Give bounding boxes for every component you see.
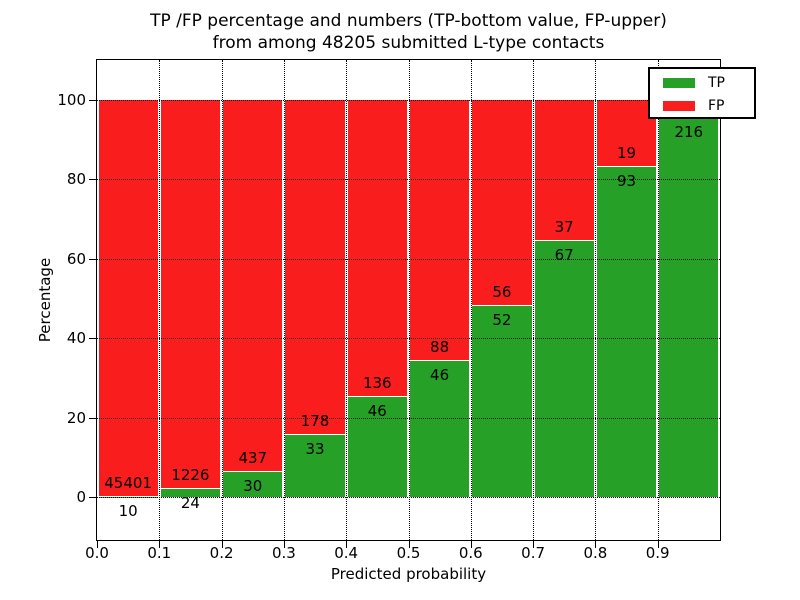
fp-count-label: 1226 — [171, 466, 210, 485]
tp-bar-segment — [347, 396, 407, 497]
fp-bar-segment — [596, 100, 657, 167]
tp-count-label: 46 — [367, 401, 387, 420]
x-tick-label: 0.1 — [147, 544, 172, 562]
tp-bar-segment — [534, 241, 594, 497]
x-tick-label: 0.7 — [521, 544, 546, 562]
tp-count-label: 52 — [492, 310, 512, 329]
fp-bar-segment — [534, 100, 594, 241]
x-tick-label: 0.6 — [458, 544, 483, 562]
legend-entry: TP — [650, 72, 754, 94]
x-axis-label: Predicted probability — [330, 565, 487, 583]
tp-count-label: 10 — [118, 501, 138, 520]
legend: TP FP — [648, 67, 756, 119]
tp-count-label: 30 — [243, 476, 263, 495]
fp-bar-segment — [285, 100, 345, 434]
tp-bar-segment — [285, 434, 345, 497]
x-tick-label: 0.8 — [583, 544, 608, 562]
grid-line-vertical — [283, 60, 285, 540]
y-tick-label: 100 — [57, 91, 86, 109]
grid-line-horizontal — [97, 258, 720, 260]
fp-count-label: 136 — [362, 373, 392, 392]
y-tick-mark — [89, 417, 96, 419]
tp-count-label: 33 — [305, 439, 325, 458]
grid-line-vertical — [221, 60, 223, 540]
fp-count-label: 45401 — [104, 473, 152, 492]
fp-bar-segment — [410, 100, 470, 360]
grid-line-vertical — [159, 60, 161, 540]
fp-bar-segment — [223, 100, 283, 471]
x-tick-label: 0.2 — [209, 544, 234, 562]
tp-bar-segment — [160, 489, 221, 497]
grid-line-vertical — [470, 60, 472, 540]
tp-count-label: 24 — [180, 494, 200, 513]
x-tick-mark — [408, 541, 410, 548]
chart-title-line1: TP /FP percentage and numbers (TP-bottom… — [150, 11, 667, 31]
legend-entry: FP — [650, 95, 754, 117]
tp-bar-segment — [410, 360, 470, 497]
y-tick-label: 80 — [66, 170, 86, 189]
tp-count-label: 93 — [616, 172, 637, 191]
grid-line-vertical — [595, 60, 597, 540]
grid-line-vertical — [408, 60, 410, 540]
tp-count-label: 67 — [554, 246, 574, 265]
x-tick-label: 0.9 — [645, 544, 670, 562]
grid-line-vertical — [533, 60, 535, 540]
fp-count-label: 437 — [238, 448, 268, 467]
grid-line-horizontal — [97, 100, 720, 101]
fp-count-label: 19 — [616, 144, 637, 163]
grid-line-vertical — [657, 60, 659, 540]
x-tick-mark — [159, 541, 161, 548]
legend-label: FP — [708, 98, 725, 114]
chart-title: TP /FP percentage and numbers (TP-bottom… — [97, 10, 720, 54]
x-tick-label: 0.0 — [85, 544, 109, 562]
fp-count-label: 88 — [430, 337, 450, 356]
grid-line-horizontal — [97, 179, 720, 181]
y-tick-mark — [89, 179, 96, 181]
y-tick-mark — [89, 100, 96, 101]
y-tick-label: 0 — [76, 488, 86, 506]
legend-swatch-tp — [663, 78, 695, 88]
x-tick-mark — [346, 541, 348, 548]
x-tick-mark — [595, 541, 597, 548]
tp-bar-segment — [472, 305, 532, 497]
x-tick-mark — [221, 541, 223, 548]
x-tick-mark — [470, 541, 472, 548]
y-tick-label: 20 — [66, 408, 86, 427]
plot-area: 45401 10 1226 24 437 30 178 33 136 46 88 46 56 52 37 67… — [96, 59, 721, 541]
y-tick-mark — [89, 497, 96, 498]
tp-bar-segment — [596, 167, 657, 497]
x-tick-label: 0.4 — [334, 544, 359, 562]
y-tick-label: 60 — [66, 249, 86, 268]
fp-bar-segment — [347, 100, 407, 396]
fp-bar-segment — [472, 100, 532, 305]
fp-count-label: 37 — [554, 218, 574, 237]
x-tick-mark — [283, 541, 285, 548]
fp-bar-segment — [98, 100, 158, 496]
y-tick-mark — [89, 338, 96, 340]
tp-count-label: 216 — [674, 122, 704, 141]
grid-line-horizontal — [97, 417, 720, 419]
x-tick-mark — [533, 541, 535, 548]
y-tick-label: 40 — [66, 329, 86, 348]
y-tick-mark — [89, 258, 96, 260]
tp-bar-segment — [659, 117, 719, 497]
fp-bar-segment — [160, 100, 221, 489]
x-tick-label: 0.5 — [396, 544, 421, 562]
fp-count-label: 56 — [492, 282, 512, 301]
fp-count-label: 178 — [300, 411, 330, 430]
x-tick-mark — [657, 541, 659, 548]
grid-line-horizontal — [97, 338, 720, 340]
grid-line-vertical — [346, 60, 348, 540]
chart-title-line2: from among 48205 submitted L-type contac… — [212, 33, 605, 53]
y-axis-label: Percentage — [36, 257, 54, 343]
x-tick-label: 0.3 — [271, 544, 296, 562]
tp-bar-segment — [223, 471, 283, 497]
tp-count-label: 46 — [430, 365, 450, 384]
x-tick-mark — [97, 541, 98, 548]
grid-line-horizontal — [97, 497, 720, 498]
legend-label: TP — [708, 75, 725, 91]
legend-swatch-fp — [663, 101, 695, 111]
